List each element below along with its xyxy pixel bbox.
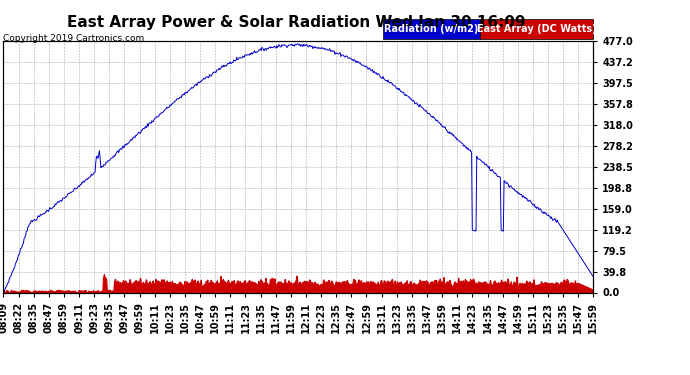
Text: East Array Power & Solar Radiation Wed Jan 30 16:09: East Array Power & Solar Radiation Wed J…	[68, 15, 526, 30]
Text: Radiation (w/m2): Radiation (w/m2)	[384, 24, 479, 34]
Text: Copyright 2019 Cartronics.com: Copyright 2019 Cartronics.com	[3, 34, 145, 43]
Text: East Array (DC Watts): East Array (DC Watts)	[477, 24, 596, 34]
